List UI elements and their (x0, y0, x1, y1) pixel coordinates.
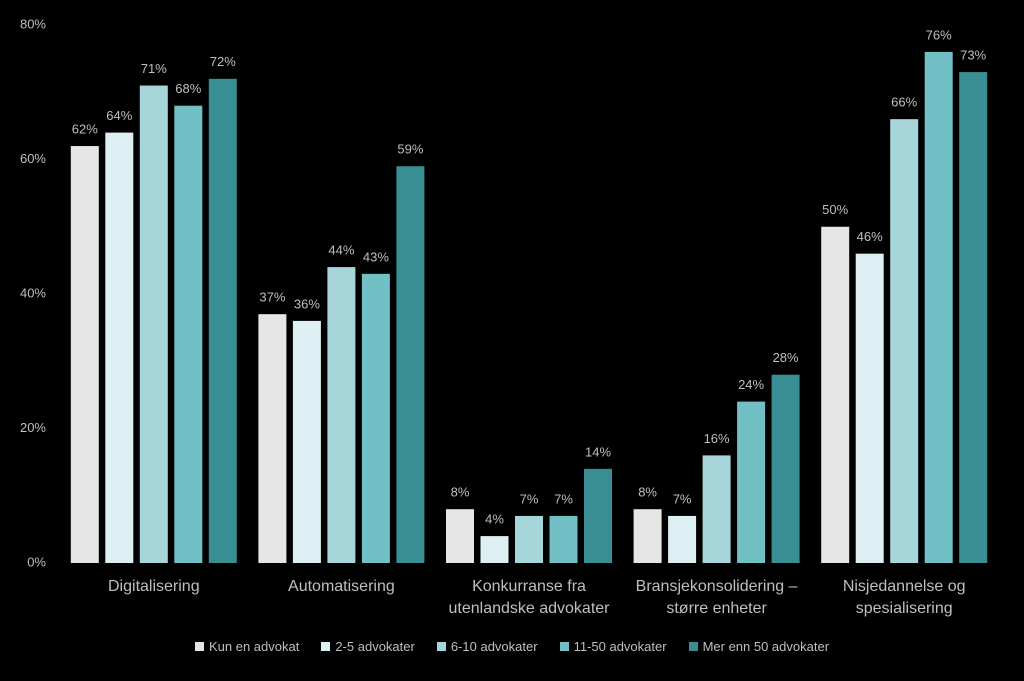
bar (208, 78, 237, 564)
data-label: 7% (673, 491, 692, 506)
x-tick-label: Konkurranse fra utenlandske advokater (448, 578, 610, 617)
data-label: 8% (451, 485, 470, 500)
bar (924, 51, 953, 564)
bar (702, 455, 731, 563)
data-label: 43% (363, 249, 389, 264)
y-tick-label: 40% (20, 285, 46, 300)
legend-swatch (321, 642, 331, 651)
bar (446, 509, 474, 563)
data-label: 72% (210, 54, 236, 69)
data-label: 62% (72, 121, 98, 136)
x-tick-label: Digitalisering (108, 578, 200, 595)
bar (258, 314, 287, 563)
legend-label: Mer enn 50 advokater (702, 639, 830, 654)
bar (633, 509, 662, 563)
data-label: 7% (520, 491, 539, 506)
bar (139, 85, 168, 564)
x-tick-label: Automatisering (288, 578, 395, 595)
bar (105, 132, 134, 563)
legend-swatch (436, 642, 446, 651)
data-label: 73% (960, 48, 986, 63)
legend-item: 6-10 advokater (436, 639, 538, 654)
bar (327, 267, 356, 563)
y-tick-label: 60% (20, 151, 46, 166)
legend-swatch (194, 642, 204, 651)
bar (668, 515, 697, 563)
bar (70, 146, 99, 564)
bar (959, 72, 988, 563)
data-label: 64% (106, 108, 132, 123)
bar (584, 468, 612, 563)
data-label: 14% (585, 444, 611, 459)
data-label: 46% (857, 229, 883, 244)
bar (771, 374, 800, 563)
bar (855, 253, 884, 563)
legend-item: 2-5 advokater (321, 639, 415, 654)
data-label: 71% (141, 61, 167, 76)
legend-item: 11-50 advokater (559, 639, 667, 654)
data-label: 59% (397, 142, 423, 157)
legend-label: Kun en advokat (208, 639, 300, 654)
data-label: 68% (175, 81, 201, 96)
legend-swatch (559, 642, 569, 651)
legend-label: 2-5 advokater (335, 639, 415, 654)
y-tick-label: 80% (20, 16, 46, 31)
legend: Kun en advokat 2-5 advokater 6-10 advokate… (0, 639, 1024, 654)
legend-label: 6-10 advokater (450, 639, 538, 654)
data-label: 66% (891, 95, 917, 110)
bar (890, 119, 919, 564)
data-label: 8% (638, 485, 657, 500)
legend-item: Mer enn 50 advokater (688, 639, 830, 654)
data-label: 36% (294, 296, 320, 311)
y-tick-label: 20% (20, 420, 46, 435)
data-label: 76% (926, 27, 952, 42)
bar (821, 226, 850, 563)
x-tick-label: Bransjekonsolidering – større enheter (635, 578, 798, 617)
data-label: 7% (554, 491, 573, 506)
bar (396, 166, 425, 563)
bar (737, 401, 766, 563)
data-label: 50% (822, 202, 848, 217)
legend-label: 11-50 advokater (573, 639, 667, 654)
data-label: 28% (773, 350, 799, 365)
legend-item: Kun en advokat (194, 639, 300, 654)
bar (174, 105, 203, 563)
data-label: 4% (485, 512, 504, 527)
bar (292, 320, 321, 563)
data-label: 24% (738, 377, 764, 392)
bar (549, 515, 578, 563)
data-label: 37% (259, 290, 285, 305)
legend-swatch (688, 642, 698, 651)
y-tick-label: 0% (27, 554, 46, 569)
bar (515, 515, 543, 563)
bar (480, 536, 509, 563)
x-tick-label: Nisjedannelse og spesialisering (842, 578, 966, 617)
data-label: 44% (328, 243, 354, 258)
bar (361, 273, 390, 563)
data-label: 16% (704, 431, 730, 446)
